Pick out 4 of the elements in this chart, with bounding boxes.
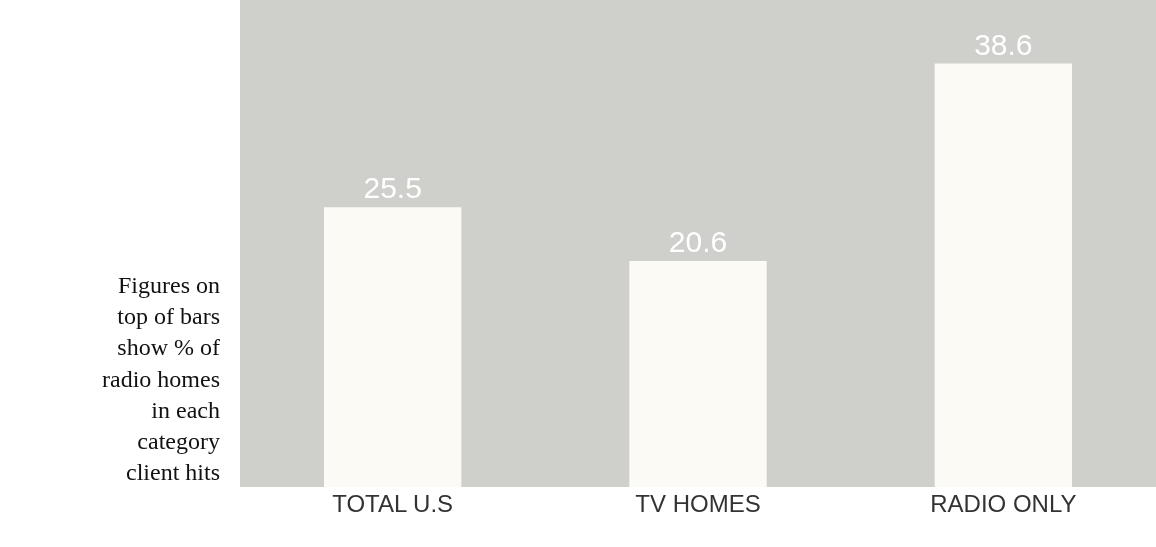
- x-tick-label: RADIO ONLY: [930, 490, 1077, 517]
- x-tick-label: TV HOMES: [635, 490, 761, 517]
- x-tick-label: TOTAL U.S: [332, 490, 454, 517]
- text: Figures on top of bars show % of radio homes in each category client hits: [102, 272, 220, 486]
